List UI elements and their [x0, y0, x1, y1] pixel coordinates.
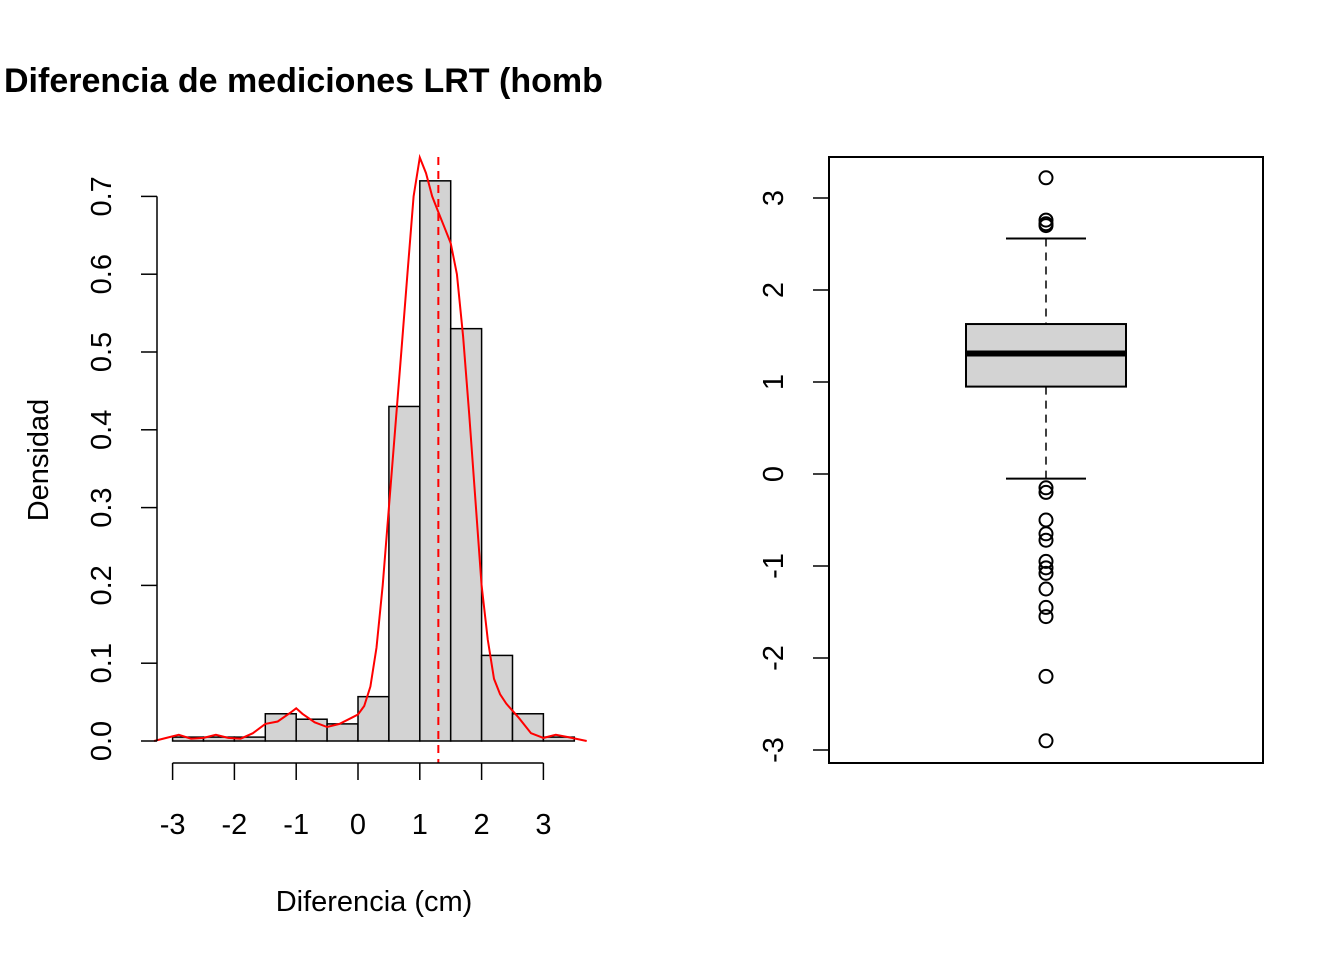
- x-axis-title: Diferencia (cm): [276, 886, 473, 918]
- x-tick-label: 3: [535, 809, 551, 841]
- boxplot-frame: [828, 156, 1264, 764]
- y-axis-title: Densidad: [23, 399, 55, 522]
- box-y-tick-label: 2: [758, 282, 790, 298]
- box-y-tick-label: 3: [758, 190, 790, 206]
- x-tick-label: -3: [160, 809, 186, 841]
- outlier-point: [1038, 560, 1054, 576]
- histogram-panel: 0.0 0.1 0.2 0.3 0.4 0.5 0.6 0.7 -3 -2 -1 0 1 2 3 Dife…: [23, 153, 587, 918]
- histogram-bar: [419, 180, 452, 742]
- y-tick-label: 0.5: [86, 332, 118, 372]
- boxplot-panel: -3 -2 -1 0 1 2 3: [758, 156, 1264, 764]
- histogram-bar: [357, 695, 390, 742]
- box-y-tick-label: -3: [758, 737, 790, 763]
- boxplot-outliers: [1038, 170, 1054, 749]
- y-tick-label: 0.1: [86, 643, 118, 683]
- outlier-point: [1038, 170, 1054, 186]
- outlier-point: [1038, 484, 1054, 500]
- outlier-point: [1038, 526, 1054, 542]
- boxplot-y-axis: -3 -2 -1 0 1 2 3: [758, 190, 829, 763]
- outlier-point: [1038, 599, 1054, 615]
- y-tick-label: 0.3: [86, 487, 118, 527]
- histogram-bar: [449, 327, 483, 742]
- outlier-point: [1038, 668, 1054, 684]
- outlier-point: [1038, 480, 1054, 496]
- outlier-point: [1038, 532, 1054, 548]
- histogram-bar: [264, 713, 297, 742]
- outlier-point: [1038, 609, 1054, 625]
- histogram-bars: [171, 180, 576, 742]
- y-tick-label: 0.6: [86, 254, 118, 294]
- box-y-tick-label: 1: [758, 374, 790, 390]
- box-y-tick-label: 0: [758, 466, 790, 482]
- outlier-point: [1038, 733, 1054, 749]
- density-curve: [153, 153, 587, 742]
- x-tick-label: 2: [474, 809, 490, 841]
- x-tick-label: 0: [350, 809, 366, 841]
- outlier-point: [1038, 581, 1054, 597]
- histogram-bar: [295, 718, 328, 742]
- x-tick-label: -2: [222, 809, 248, 841]
- y-tick-label: 0.2: [86, 565, 118, 605]
- y-tick-label: 0.7: [86, 176, 118, 216]
- histogram-bar: [480, 654, 514, 742]
- chart-title: Diferencia de mediciones LRT (homb: [4, 62, 603, 100]
- outlier-point: [1038, 565, 1054, 581]
- histogram-bar: [388, 405, 421, 742]
- histogram-y-axis: 0.0 0.1 0.2 0.3 0.4 0.5 0.6 0.7: [86, 176, 158, 761]
- boxplot-elements: [965, 237, 1127, 480]
- box-y-tick-label: -2: [758, 645, 790, 671]
- x-tick-label: 1: [412, 809, 428, 841]
- outlier-point: [1038, 553, 1054, 569]
- box-y-tick-label: -1: [758, 553, 790, 579]
- y-tick-label: 0.0: [86, 721, 118, 761]
- outlier-point: [1038, 512, 1054, 528]
- histogram-x-axis: -3 -2 -1 0 1 2 3: [160, 762, 551, 841]
- x-tick-label: -1: [283, 809, 309, 841]
- outlier-point: [1038, 218, 1054, 234]
- y-tick-label: 0.4: [86, 410, 118, 450]
